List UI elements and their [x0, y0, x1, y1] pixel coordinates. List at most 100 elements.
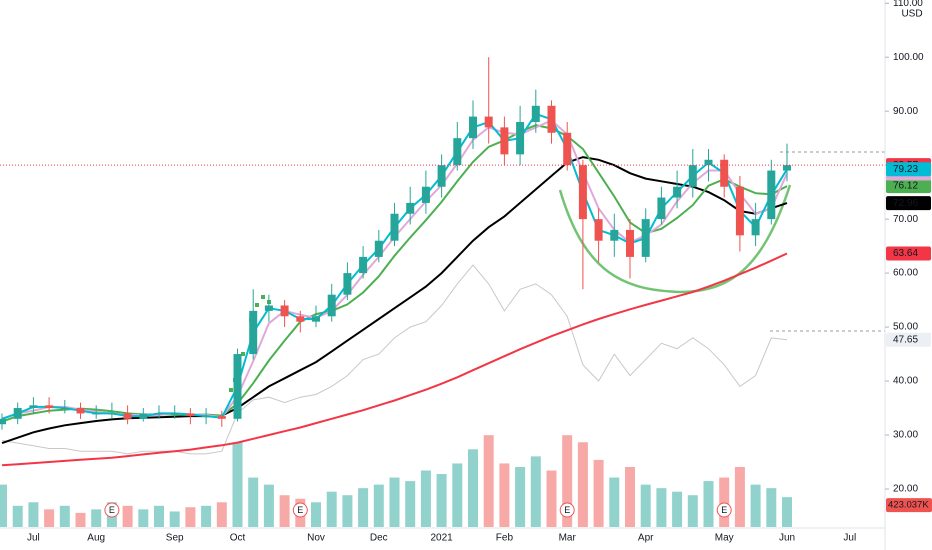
candle-body — [0, 418, 6, 425]
candle-body — [751, 219, 760, 236]
value-box — [886, 196, 931, 211]
candle-body — [155, 413, 163, 415]
candle-body — [516, 121, 525, 155]
candle-body — [735, 186, 744, 236]
value-label: 79.23 — [893, 164, 918, 175]
volume-value-box — [886, 498, 932, 513]
earnings-label: E — [297, 505, 303, 515]
value-box — [886, 162, 931, 177]
y-tick-label: 30.00 — [893, 430, 918, 441]
candle-body — [123, 413, 132, 419]
candle-body — [578, 165, 587, 220]
candle-body — [92, 413, 101, 415]
x-tick-label: Mar — [559, 533, 577, 544]
x-tick-label: 2021 — [430, 533, 453, 544]
earnings-label: E — [564, 505, 570, 515]
candle-body — [657, 197, 666, 220]
ma-line — [1, 124, 788, 423]
candle-body — [76, 408, 85, 414]
x-tick-label: Oct — [230, 533, 246, 544]
candle-body — [469, 116, 477, 139]
earnings-marker — [716, 502, 732, 518]
candle-body — [531, 105, 540, 122]
candle-body — [45, 405, 54, 409]
value-box — [886, 246, 931, 261]
volume-bar — [452, 463, 463, 527]
earnings-label: E — [721, 505, 727, 515]
candle-body — [13, 408, 22, 419]
y-tick-label: 100.00 — [893, 52, 924, 63]
volume-bar — [12, 505, 23, 527]
candle-body — [186, 413, 195, 417]
volume-bar — [577, 442, 588, 527]
candle-body — [327, 294, 336, 317]
candle-body — [29, 405, 38, 409]
volume-bar — [530, 456, 541, 527]
earnings-label: E — [109, 505, 115, 515]
candle-body — [626, 229, 634, 257]
volume-bar — [499, 463, 510, 527]
volume-bar — [138, 509, 149, 527]
value-box — [886, 179, 931, 194]
y-tick-label: 90.00 — [893, 106, 918, 117]
volume-bar — [515, 466, 526, 527]
volume-value-label: 423.037K — [888, 500, 929, 511]
volume-bar — [593, 459, 604, 527]
volume-bar — [483, 435, 494, 527]
value-label: 72.96 — [893, 198, 918, 209]
candle-body — [374, 240, 383, 257]
candle-body — [343, 273, 352, 295]
y-tick-label: 110.00 — [893, 0, 923, 9]
volume-bar — [263, 484, 274, 527]
ma-line — [1, 156, 788, 445]
volume-bar — [405, 481, 416, 527]
volume-bar — [562, 435, 573, 527]
x-tick-label: Sep — [166, 533, 184, 544]
volume-bar — [687, 495, 698, 527]
volume-bar — [766, 488, 777, 527]
volume-bar — [248, 477, 259, 527]
volume-bar — [44, 509, 55, 527]
candle-body — [704, 159, 713, 166]
candle-body — [390, 213, 399, 241]
volume-bar — [122, 505, 133, 527]
volume-bar — [75, 512, 86, 527]
volume-bar — [373, 484, 384, 527]
volume-bar — [91, 509, 102, 527]
earnings-marker — [292, 502, 308, 518]
candle-body — [249, 310, 258, 355]
volume-bar — [169, 511, 180, 527]
value-label: 63.64 — [893, 248, 918, 259]
candle-body — [202, 416, 211, 418]
volume-bar — [640, 484, 651, 527]
x-tick-label: May — [715, 533, 734, 544]
earnings-marker — [104, 502, 120, 518]
volume-bar — [609, 477, 620, 527]
candle-body — [594, 219, 603, 241]
y-tick-label: 50.00 — [893, 322, 918, 333]
ma-line — [1, 264, 788, 455]
volume-bar — [782, 497, 792, 527]
y-tick-label: 60.00 — [893, 268, 918, 279]
volume-bar — [28, 502, 39, 527]
x-tick-label: Jun — [779, 533, 795, 544]
volume-bar — [656, 488, 667, 527]
pattern-mark — [241, 352, 245, 356]
volume-bar — [750, 484, 761, 527]
candle-body — [610, 229, 619, 241]
value-label: 47.65 — [893, 334, 918, 345]
candle-body — [500, 127, 509, 155]
candle-body — [767, 170, 776, 220]
volume-bar — [703, 481, 714, 527]
volume-bar — [436, 474, 447, 527]
x-tick-label: Feb — [496, 533, 514, 544]
candle-body — [233, 354, 242, 419]
candle-body — [107, 413, 116, 415]
candle-body — [139, 413, 148, 419]
candle-body — [673, 186, 682, 198]
candle-body — [60, 408, 69, 410]
x-tick-label: Nov — [307, 533, 325, 544]
pattern-mark — [261, 295, 265, 299]
